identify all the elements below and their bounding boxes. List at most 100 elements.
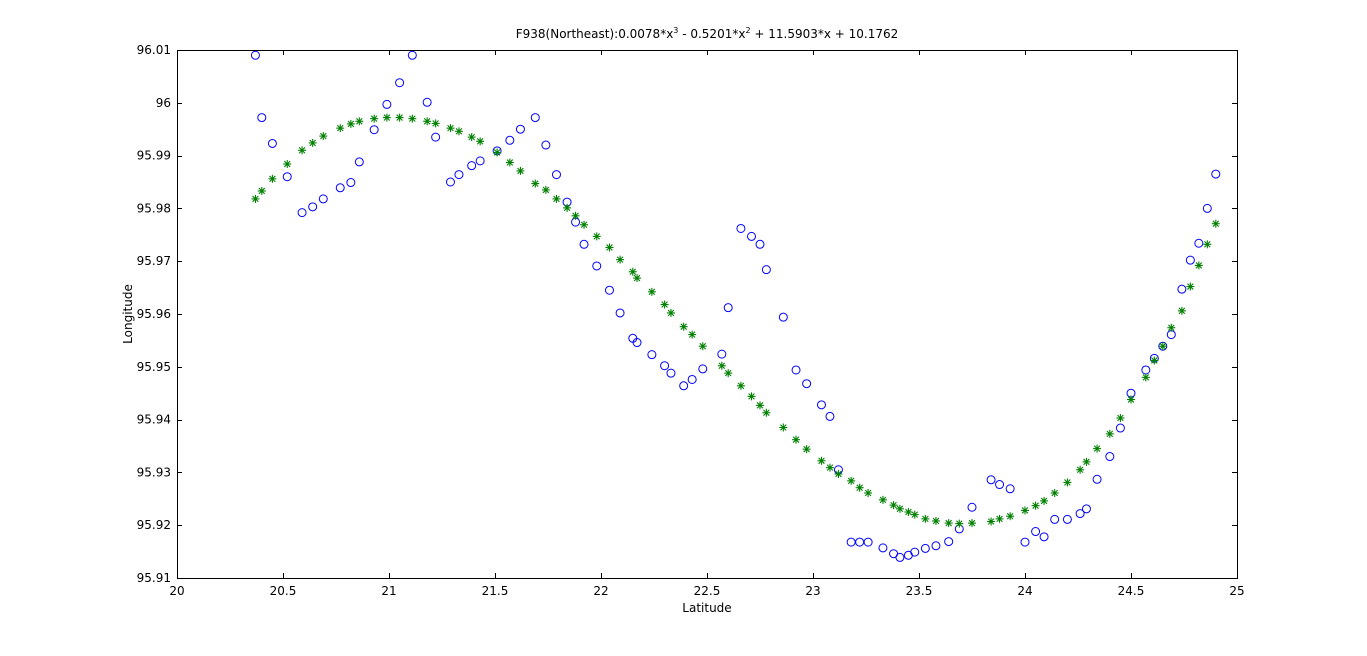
data-point-circle: [1115, 423, 1125, 433]
plot-area: [177, 50, 1237, 578]
y-tick-label: 95.94: [137, 413, 171, 427]
title-part-1: F938(Northeast):0.0078*x: [516, 27, 674, 41]
data-point-asterisk: [592, 232, 601, 241]
data-point-circle: [1039, 532, 1049, 542]
data-point-asterisk: [431, 119, 440, 128]
data-point-circle: [454, 170, 464, 180]
x-tick-label: 23: [805, 584, 820, 598]
data-point-asterisk: [779, 423, 788, 432]
data-point-asterisk: [666, 308, 675, 317]
data-point-asterisk: [1186, 282, 1195, 291]
data-point-asterisk: [889, 501, 898, 510]
data-point-circle: [257, 113, 267, 123]
x-tick-label: 24.5: [1118, 584, 1145, 598]
data-point-asterisk: [251, 194, 260, 203]
data-point-asterisk: [336, 124, 345, 133]
data-point-circle: [1081, 504, 1091, 514]
data-point-asterisk: [446, 124, 455, 133]
y-tick-label: 95.96: [137, 307, 171, 321]
data-point-circle: [931, 541, 941, 551]
data-point-asterisk: [423, 117, 432, 126]
chart-title: F938(Northeast):0.0078*x3 - 0.5201*x2 + …: [516, 26, 899, 41]
data-point-asterisk: [382, 113, 391, 122]
data-point-asterisk: [505, 158, 514, 167]
data-point-asterisk: [878, 495, 887, 504]
data-point-asterisk: [308, 138, 317, 147]
data-point-circle: [308, 202, 318, 212]
data-point-asterisk: [616, 255, 625, 264]
data-point-asterisk: [756, 401, 764, 410]
data-point-circle: [1202, 203, 1212, 213]
ticks: 20 20.5 21 21.5 22 22.5 23 23.5 24 24.5 25 95.91 95.…: [137, 43, 1245, 598]
data-point-asterisk: [355, 117, 364, 126]
data-point-circle: [660, 361, 670, 371]
data-point-circle: [778, 312, 788, 322]
data-point-asterisk: [257, 186, 266, 195]
data-point-asterisk: [1127, 395, 1135, 404]
data-point-asterisk: [476, 137, 485, 146]
data-point-circle: [825, 411, 835, 421]
data-point-asterisk: [660, 300, 669, 309]
data-point-circle: [1031, 527, 1041, 537]
data-point-circle: [687, 374, 697, 384]
title-part-3: + 11.5903*x + 10.1762: [751, 27, 899, 41]
data-point-circle: [318, 194, 328, 204]
data-point-circle: [920, 543, 930, 553]
title-exponent-2: 2: [745, 26, 750, 35]
title-exponent-1: 3: [673, 26, 678, 35]
data-point-circle: [541, 140, 551, 150]
data-point-asterisk: [834, 469, 843, 478]
data-point-asterisk: [955, 519, 964, 528]
data-point-asterisk: [1082, 457, 1091, 466]
data-point-circle: [592, 261, 602, 271]
data-point-asterisk: [563, 203, 572, 212]
data-point-circle: [1005, 484, 1015, 494]
data-point-circle: [986, 475, 996, 485]
data-point-asterisk: [633, 274, 642, 283]
data-point-asterisk: [968, 519, 976, 528]
x-tick-label: 20.5: [270, 584, 297, 598]
data-point-circle: [445, 177, 455, 187]
data-point-circle: [755, 239, 765, 249]
data-point-circle: [679, 381, 689, 391]
data-point-asterisk: [802, 445, 811, 454]
data-point-asterisk: [467, 133, 476, 142]
data-point-circle: [1185, 255, 1195, 265]
data-point-circle: [1020, 537, 1030, 547]
data-point-asterisk: [493, 148, 502, 157]
data-point-asterisk: [580, 220, 589, 229]
data-point-asterisk: [747, 392, 756, 401]
data-point-circle: [354, 157, 364, 167]
data-point-asterisk: [679, 322, 688, 331]
data-point-asterisk: [1021, 506, 1029, 515]
data-point-asterisk: [1031, 501, 1040, 510]
data-point-asterisk: [847, 476, 856, 485]
data-point-circle: [717, 349, 727, 359]
data-point-asterisk: [268, 174, 277, 183]
data-point-circle: [863, 537, 873, 547]
x-axis-label: Latitude: [682, 601, 731, 615]
data-point-circle: [615, 308, 625, 318]
data-point-circle: [1050, 514, 1060, 524]
data-point-asterisk: [516, 166, 525, 175]
data-point-asterisk: [698, 342, 707, 351]
data-point-circle: [475, 156, 485, 166]
data-point-asterisk: [904, 508, 913, 516]
data-point-asterisk: [1040, 496, 1049, 505]
data-point-asterisk: [605, 243, 614, 252]
data-point-asterisk: [792, 435, 801, 444]
data-point-circle: [647, 350, 657, 360]
data-point-asterisk: [541, 185, 550, 194]
x-tick-label: 23.5: [906, 584, 933, 598]
data-point-asterisk: [864, 488, 873, 497]
y-tick-label: 96: [156, 96, 171, 110]
data-point-asterisk: [855, 483, 864, 492]
data-point-asterisk: [1141, 373, 1150, 382]
data-point-circle: [369, 125, 379, 135]
data-point-asterisk: [1167, 323, 1176, 332]
data-point-circle: [816, 400, 826, 410]
data-point-circle: [1105, 452, 1115, 462]
data-point-circle: [530, 113, 540, 123]
data-point-asterisk: [1177, 306, 1186, 315]
